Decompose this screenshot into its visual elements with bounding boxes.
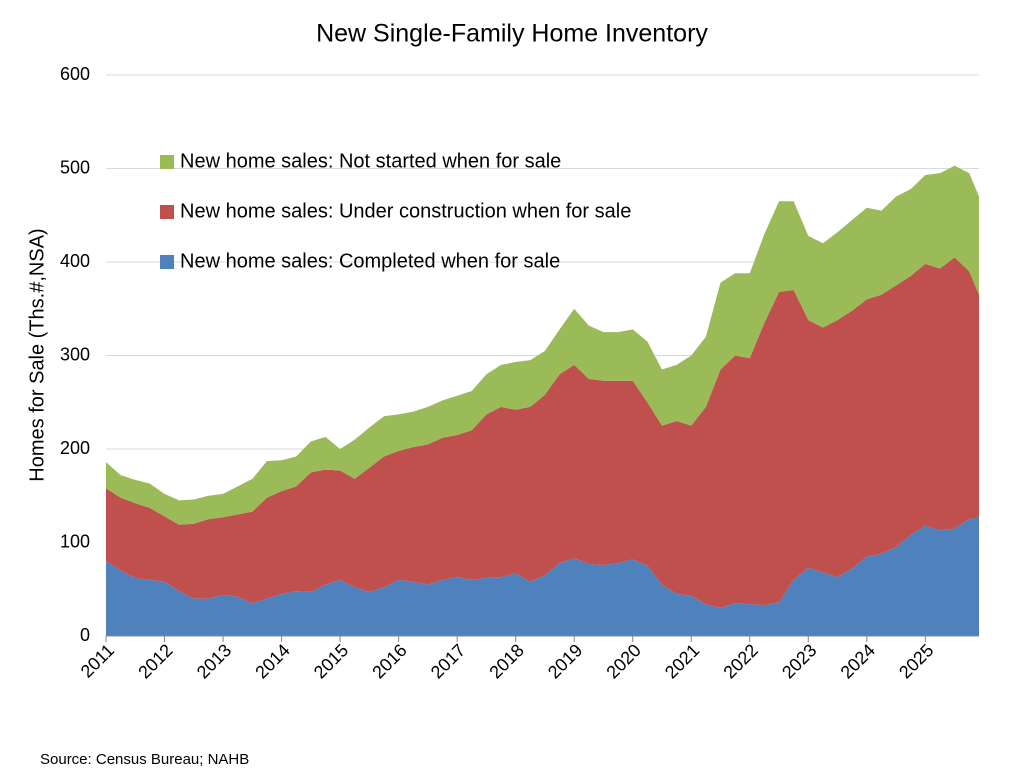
legend-swatch [160, 155, 174, 169]
x-tick-label: 2022 [719, 640, 761, 682]
x-tick-label: 2015 [310, 640, 352, 682]
y-tick-label: 300 [60, 344, 90, 364]
y-tick-label: 0 [80, 625, 90, 645]
area [106, 517, 979, 636]
source-note: Source: Census Bureau; NAHB [40, 751, 249, 768]
y-tick-label: 500 [60, 157, 90, 177]
x-tick-label: 2016 [368, 640, 410, 682]
y-tick-label: 600 [60, 64, 90, 84]
x-tick-label: 2024 [837, 640, 879, 682]
x-tick-label: 2020 [602, 640, 644, 682]
x-tick-label: 2011 [77, 640, 119, 682]
legend-label: New home sales: Completed when for sale [180, 250, 560, 272]
x-tick-label: 2018 [485, 640, 527, 682]
legend-label: New home sales: Not started when for sal… [180, 150, 561, 172]
y-tick-label: 100 [60, 531, 90, 551]
y-axis-label: Homes for Sale (Ths.#,NSA) [26, 228, 48, 481]
x-tick-label: 2025 [895, 640, 937, 682]
area [106, 257, 979, 608]
x-tick-label: 2021 [661, 640, 703, 682]
area [106, 165, 979, 525]
y-tick-label: 200 [60, 438, 90, 458]
x-tick-label: 2019 [544, 640, 586, 682]
chart-title: New Single-Family Home Inventory [316, 20, 708, 48]
x-tick-label: 2012 [134, 640, 176, 682]
x-tick-label: 2023 [778, 640, 820, 682]
x-tick-label: 2017 [427, 640, 469, 682]
legend-swatch [160, 255, 174, 269]
legend-label: New home sales: Under construction when … [180, 200, 631, 222]
y-tick-label: 400 [60, 251, 90, 271]
legend-swatch [160, 205, 174, 219]
x-tick-label: 2014 [251, 640, 293, 682]
x-tick-label: 2013 [193, 640, 235, 682]
